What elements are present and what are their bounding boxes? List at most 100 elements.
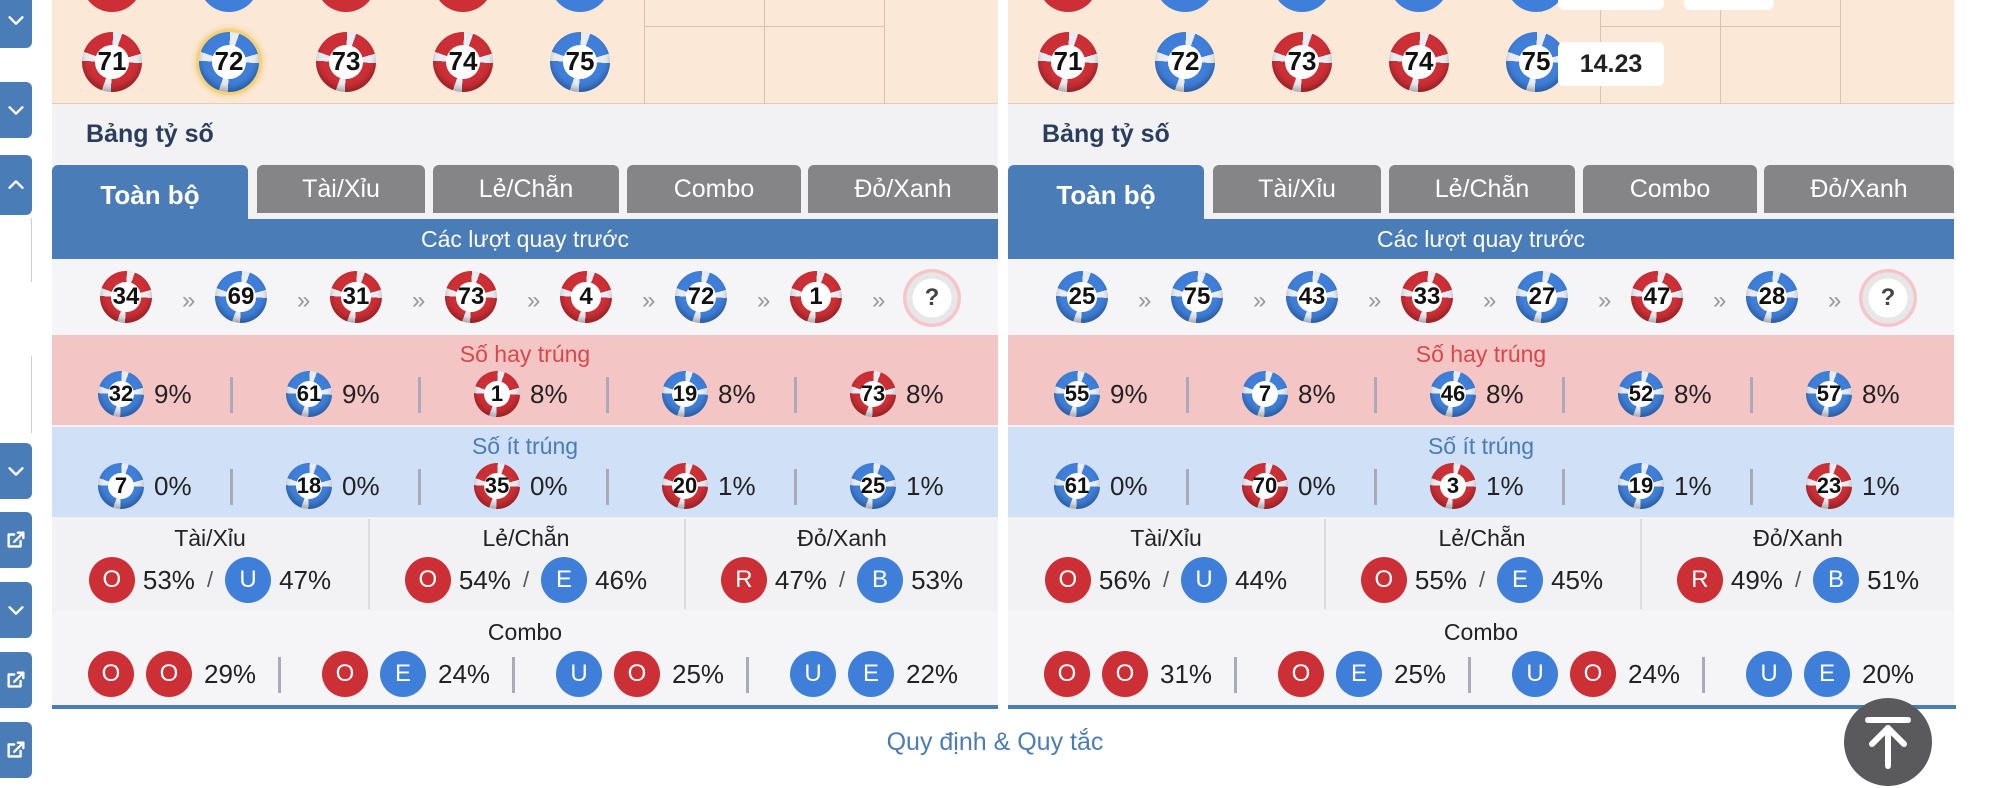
stat-percent: 0%: [1110, 470, 1148, 501]
ratio-badge: O: [404, 557, 451, 603]
cold-numbers: Số ít trúng 61 0% 70 0% 3 1% 19 1% 23 1%: [1008, 427, 1954, 517]
cold-numbers: Số ít trúng 7 0% 18 0% 35 0% 20 1% 25 1%: [52, 427, 998, 517]
sidebar-button[interactable]: [0, 0, 32, 48]
number-ball[interactable]: 71: [82, 32, 142, 92]
history-row: 25 » 75 » 43 » 33 » 27 » 47 » 28 »?: [1008, 259, 1954, 335]
grid-cell: [884, 0, 1004, 104]
number-ball[interactable]: 73: [1272, 32, 1332, 92]
stat-ball: 61: [1054, 463, 1100, 509]
number-stat: 52 8%: [1618, 371, 1712, 417]
number-ball[interactable]: 73: [316, 32, 376, 92]
chevron-right-icon: »: [1713, 287, 1727, 314]
combo-item: O O 31%: [1044, 651, 1212, 697]
ball-number: 71: [95, 45, 129, 79]
ball-number: 20: [672, 472, 698, 499]
ball-top-edge: [550, 0, 610, 12]
ball-number: 74: [1402, 45, 1436, 79]
tab-odd-even[interactable]: Lẻ/Chẵn: [433, 165, 619, 213]
chevron-right-icon: »: [642, 287, 656, 314]
number-ball[interactable]: 71: [1038, 32, 1098, 92]
chevron-right-icon: »: [1828, 287, 1842, 314]
stat-ball: 61: [286, 371, 332, 417]
ball-number: 1: [484, 381, 510, 407]
sidebar: [0, 0, 34, 788]
ratio-slash: /: [1478, 567, 1486, 592]
tab-over-under[interactable]: Tài/Xỉu: [1213, 165, 1381, 213]
ball-number: 43: [1297, 282, 1327, 312]
stat-ball: 19: [1618, 463, 1664, 509]
divider: [1640, 519, 1642, 609]
ratio-percent: 51%: [1867, 564, 1920, 595]
sidebar-button[interactable]: [0, 512, 32, 568]
stat-ball: 57: [1806, 371, 1852, 417]
ball-number: 4: [571, 282, 601, 312]
sidebar-button[interactable]: [0, 652, 32, 708]
chevron-right-icon: »: [297, 287, 311, 314]
scroll-top-button[interactable]: [1844, 698, 1932, 786]
ratio-slash: /: [838, 567, 846, 592]
tab-combo[interactable]: Combo: [1583, 165, 1757, 213]
history-ball-wrap: 1: [790, 271, 842, 323]
number-ball[interactable]: 74: [1389, 32, 1449, 92]
rules-link[interactable]: Quy định & Quy tắc: [886, 728, 1104, 756]
divider: [606, 377, 609, 413]
panel-right-underline: [1008, 705, 1956, 709]
combo-item: U O 25%: [556, 651, 724, 697]
stat-ball: 3: [1430, 463, 1476, 509]
tab-over-under[interactable]: Tài/Xỉu: [257, 165, 425, 213]
number-ball[interactable]: 74: [433, 32, 493, 92]
tab-red-blue[interactable]: Đỏ/Xanh: [808, 165, 998, 213]
chevron-right-icon: »: [1253, 287, 1267, 314]
divider: [1750, 469, 1753, 505]
ball-number: 52: [1628, 380, 1654, 407]
tab-combo[interactable]: Combo: [627, 165, 801, 213]
sidebar-button[interactable]: [0, 155, 32, 215]
sidebar-button[interactable]: [0, 582, 32, 638]
stat-percent: 8%: [1486, 378, 1524, 409]
chevron-right-icon: »: [412, 287, 426, 314]
chevron-right-icon: »: [757, 287, 771, 314]
hot-numbers: Số hay trúng 32 9% 61 9% 1 8% 19 8% 73 8%: [52, 335, 998, 425]
tab-odd-even[interactable]: Lẻ/Chẵn: [1389, 165, 1575, 213]
ball-number: 57: [1816, 380, 1842, 407]
ratio-over-under: Tài/Xỉu O 53% / U 47%: [52, 519, 368, 609]
combo-badge: O: [1570, 651, 1616, 697]
ball-number: 27: [1527, 282, 1557, 312]
ball-top-edge: [316, 0, 376, 12]
number-ball[interactable]: 75: [550, 32, 610, 92]
number-stat: 19 8%: [662, 371, 756, 417]
number-ball[interactable]: 75: [1506, 32, 1566, 92]
ball-number: 72: [1168, 45, 1202, 79]
ratio-title: Đỏ/Xanh: [797, 525, 887, 551]
sidebar-button[interactable]: [0, 722, 32, 778]
number-ball[interactable]: 72: [1155, 32, 1215, 92]
top-number-grid: 71 72 73 74 75 14.23: [1008, 0, 1954, 104]
history-header: Các lượt quay trước: [1008, 219, 1954, 259]
panel-left: 71 72 73 74 75 Bảng tỷ số Toàn bộ Tài/Xỉu Lẻ/Chẵ…: [52, 0, 998, 708]
ratio-percent: 47%: [279, 564, 332, 595]
ball-number: 18: [296, 472, 322, 499]
stat-ball: 25: [850, 463, 896, 509]
ratio-odd-even: Lẻ/Chẵn O 55% / E 45%: [1324, 519, 1640, 609]
chevron-right-icon: »: [1138, 287, 1152, 314]
number-ball[interactable]: 72: [199, 32, 259, 92]
ball-top-edge: [1272, 0, 1332, 12]
sidebar-button[interactable]: [0, 82, 32, 138]
divider: [1562, 377, 1565, 413]
ball-number: 73: [1285, 45, 1319, 79]
history-ball-wrap: 27: [1516, 271, 1568, 323]
tab-all[interactable]: Toàn bộ: [52, 165, 248, 219]
tab-red-blue[interactable]: Đỏ/Xanh: [1764, 165, 1954, 213]
next-ball-wrap: ?: [1859, 269, 1917, 327]
tab-all[interactable]: Toàn bộ: [1008, 165, 1204, 219]
number-stat: 23 1%: [1806, 463, 1900, 509]
combo-item: U E 20%: [1746, 651, 1914, 697]
value-box: [1558, 0, 1664, 10]
top-ball-wrap: 75: [1506, 32, 1566, 92]
number-stat: 3 1%: [1430, 463, 1524, 509]
sidebar-button[interactable]: [0, 443, 32, 499]
combo-badge: U: [1512, 651, 1558, 697]
stat-percent: 8%: [906, 378, 944, 409]
combo-percent: 29%: [204, 658, 257, 689]
ball-number: 28: [1757, 282, 1787, 312]
